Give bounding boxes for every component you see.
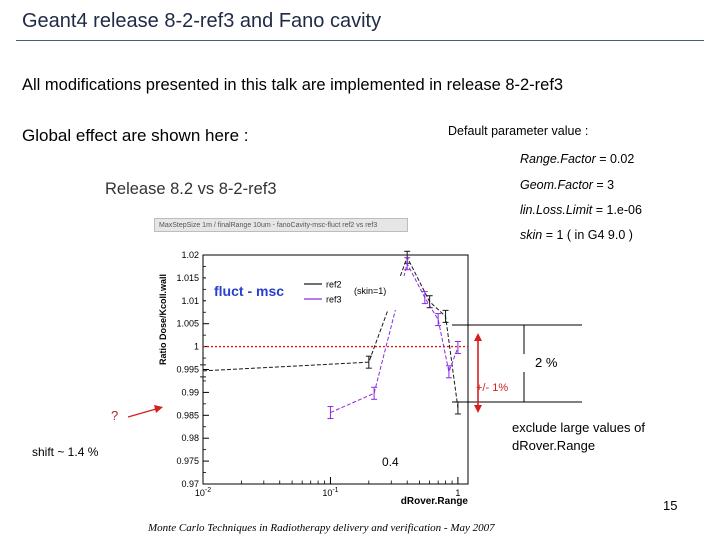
y-tick-label-7: 0.985 — [176, 410, 199, 420]
plot-layer: 1.02 1.015 1.01 1.005 1 0.995 0.99 0.985 0.98 0.9… — [158, 250, 469, 507]
shift-label: shift ~ 1.4 % — [32, 445, 99, 459]
y-tick-label-10: 0.97 — [181, 479, 199, 489]
exclude-label-line1: exclude large values of — [512, 420, 645, 435]
y-tick-label-5: 0.995 — [176, 365, 199, 375]
parameter-geom-factor: Geom.Factor = 3 — [520, 178, 615, 192]
data-point-ref3-5 — [445, 365, 452, 379]
y-tick-label-1: 1.015 — [176, 273, 199, 283]
parameter-skin: skin = 1 ( in G4 9.0 ) — [520, 228, 633, 242]
y-tick-label-2: 1.01 — [181, 296, 199, 306]
title-divider — [16, 40, 704, 41]
legend: fluct - msc ref2 ref3 (skin=1) — [206, 276, 406, 310]
two-percent-label: 2 % — [535, 355, 558, 370]
y-tick-label-3: 1.005 — [176, 319, 199, 329]
range-arrow-head-top — [474, 333, 482, 341]
question-arrow-shaft — [127, 408, 157, 418]
page-number: 15 — [663, 498, 678, 513]
footer-text: Monte Carlo Techniques in Radiotherapy d… — [148, 522, 495, 534]
y-tick-label-9: 0.975 — [176, 456, 199, 466]
parameter-heading: Default parameter value : — [448, 124, 589, 138]
release-comparison-label: Release 8.2 vs 8-2-ref3 — [105, 180, 277, 198]
data-point-ref3-0 — [327, 406, 334, 420]
x-tick-label-1: 10-1 — [322, 487, 338, 498]
legend-entry-ref3: ref3 — [326, 295, 342, 305]
parameter-range-factor: Range.Factor = 0.02 — [520, 152, 635, 166]
data-point-ref2-0 — [200, 364, 206, 378]
data-point-ref3-1 — [371, 386, 378, 400]
global-effect-text: Global effect are shown here : — [22, 126, 249, 145]
y-tick-label-6: 0.99 — [181, 387, 199, 397]
x-axis-title: dRover.Range — [401, 496, 469, 507]
overlay-layer: 2 % +/- 1%? shift ~ 1.4 % 0.4 exclude large … — [32, 324, 645, 469]
data-point-ref2-1 — [365, 355, 372, 369]
data-point-ref3-6 — [454, 341, 461, 355]
legend-title: fluct - msc — [214, 283, 284, 299]
y-tick-label-0: 1.02 — [181, 250, 199, 260]
exclude-label-line2: dRover.Range — [512, 438, 595, 453]
chart-header-bar: MaxStepSize 1m / finalRange 10um - fanoC… — [154, 218, 408, 232]
legend-box — [206, 276, 406, 310]
parameter-lin-loss-limit: lin.Loss.Limit = 1.e-06 — [520, 203, 642, 217]
x-tick-label-0: 10-2 — [195, 487, 211, 498]
y-tick-label-4: 1 — [194, 342, 199, 352]
x-marker-label: 0.4 — [382, 455, 399, 469]
data-point-ref3-2 — [404, 257, 411, 271]
legend-entry-ref2: ref2 — [326, 280, 342, 290]
y-tick-label-8: 0.98 — [181, 433, 199, 443]
data-point-ref3-4 — [435, 313, 442, 327]
legend-note: (skin=1) — [354, 286, 386, 296]
y-axis-title: Ratio Dose/Kcoll.wall — [158, 274, 168, 365]
data-point-ref2-4 — [442, 309, 449, 323]
slide-title: Geant4 release 8-2-ref3 and Fano cavity — [22, 10, 382, 32]
plus-minus-label: +/- 1% — [476, 382, 508, 394]
data-point-ref3-3 — [421, 291, 428, 305]
range-arrow-head-bottom — [474, 405, 482, 413]
question-arrow-head — [154, 405, 163, 413]
slide-subtitle: All modifications presented in this talk… — [22, 76, 564, 94]
series-line-ref2 — [202, 256, 459, 409]
x-tick-label-2: 1 — [455, 488, 460, 498]
question-mark: ? — [111, 408, 118, 423]
